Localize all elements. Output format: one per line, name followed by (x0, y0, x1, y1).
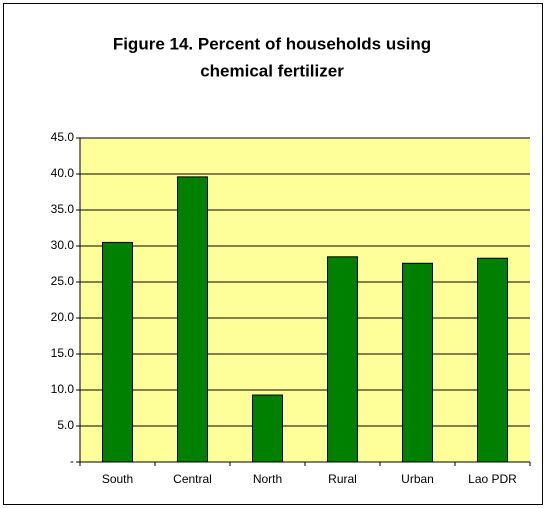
y-tick-label: 20.0 (51, 310, 75, 324)
bar (102, 241, 133, 463)
y-tick-label: 5.0 (57, 418, 74, 432)
chart-title: Figure 14. Percent of households using (113, 34, 431, 53)
bar (177, 176, 208, 463)
y-tick-label: 15.0 (51, 346, 75, 360)
x-tick-label: Urban (401, 472, 434, 486)
y-tick-label: - (70, 454, 74, 468)
y-tick-label: 25.0 (51, 274, 75, 288)
y-tick-label: 30.0 (51, 238, 75, 252)
bar (252, 394, 283, 463)
bar (477, 257, 508, 463)
y-tick-label: 10.0 (51, 382, 75, 396)
x-tick-label: Rural (328, 472, 357, 486)
chart-title: chemical fertilizer (200, 61, 344, 80)
bar (327, 256, 358, 463)
x-tick-label: Central (173, 472, 212, 486)
x-tick-label: North (253, 472, 282, 486)
x-tick-label: South (102, 472, 133, 486)
y-tick-label: 35.0 (51, 202, 75, 216)
bar (402, 262, 433, 463)
plot-area (80, 138, 530, 462)
y-tick-label: 40.0 (51, 166, 75, 180)
x-tick-label: Lao PDR (468, 472, 517, 486)
y-tick-label: 45.0 (51, 130, 75, 144)
